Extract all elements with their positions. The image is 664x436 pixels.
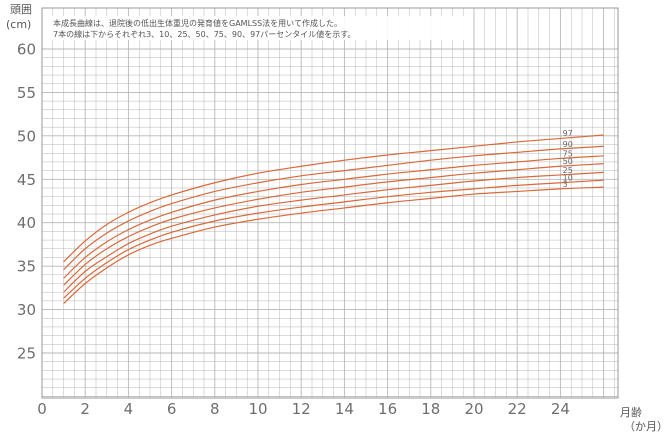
x-tick-label: 0: [37, 400, 47, 418]
note-background: [50, 16, 470, 40]
x-tick-label: 18: [421, 400, 440, 418]
x-tick-label: 14: [335, 400, 354, 418]
y-tick-label: 25: [17, 345, 36, 363]
plot-border: [41, 7, 619, 399]
percentile-curve-90: [63, 145, 604, 271]
percentile-label-10: 10: [563, 174, 573, 183]
y-axis-label-line-1: 頭囲: [10, 3, 32, 16]
y-tick-label: 40: [17, 214, 36, 232]
x-tick-label: 20: [464, 400, 483, 418]
percentile-curve-3: [63, 186, 604, 304]
percentile-curve-25: [63, 171, 604, 293]
x-tick-label: 16: [378, 400, 397, 418]
x-tick-label: 24: [551, 400, 570, 418]
percentile-label-3: 3: [563, 180, 568, 189]
percentile-curve-50: [63, 163, 604, 286]
x-tick-label: 2: [80, 400, 90, 418]
y-tick-label: 30: [17, 301, 36, 319]
percentile-label-50: 50: [563, 157, 573, 166]
x-tick-label: 8: [210, 400, 220, 418]
chart-note-line-2: 7本の線は下からそれぞれ3、10、25、50、75、90、97パーセンタイル値を…: [53, 29, 355, 39]
y-tick-label: 35: [17, 258, 36, 276]
y-tick-label: 60: [17, 41, 36, 59]
chart-note-line-1: 本成長曲線は、退院後の低出生体重児の発育値をGAMLSS法を用いて作成した。: [53, 18, 342, 28]
y-tick-label: 55: [17, 84, 36, 102]
x-axis-label-line-2: （か月）: [624, 420, 664, 433]
percentile-curves: [63, 134, 604, 304]
y-tick-label: 45: [17, 171, 36, 189]
percentile-label-97: 97: [563, 129, 573, 138]
x-tick-label: 22: [508, 400, 527, 418]
percentile-curve-75: [63, 155, 604, 279]
x-tick-label: 12: [292, 400, 311, 418]
x-tick-label: 6: [167, 400, 177, 418]
x-tick-label: 4: [124, 400, 134, 418]
percentile-label-75: 75: [563, 149, 573, 158]
y-tick-label: 50: [17, 127, 36, 145]
y-axis-label-line-2: (cm): [6, 18, 31, 31]
x-tick-label: 10: [248, 400, 267, 418]
percentile-curve-10: [63, 179, 604, 299]
percentile-label-90: 90: [563, 140, 573, 149]
x-axis-label-line-1: 月齢: [620, 405, 642, 419]
percentile-curve-97: [63, 134, 604, 263]
percentile-label-25: 25: [563, 166, 573, 175]
